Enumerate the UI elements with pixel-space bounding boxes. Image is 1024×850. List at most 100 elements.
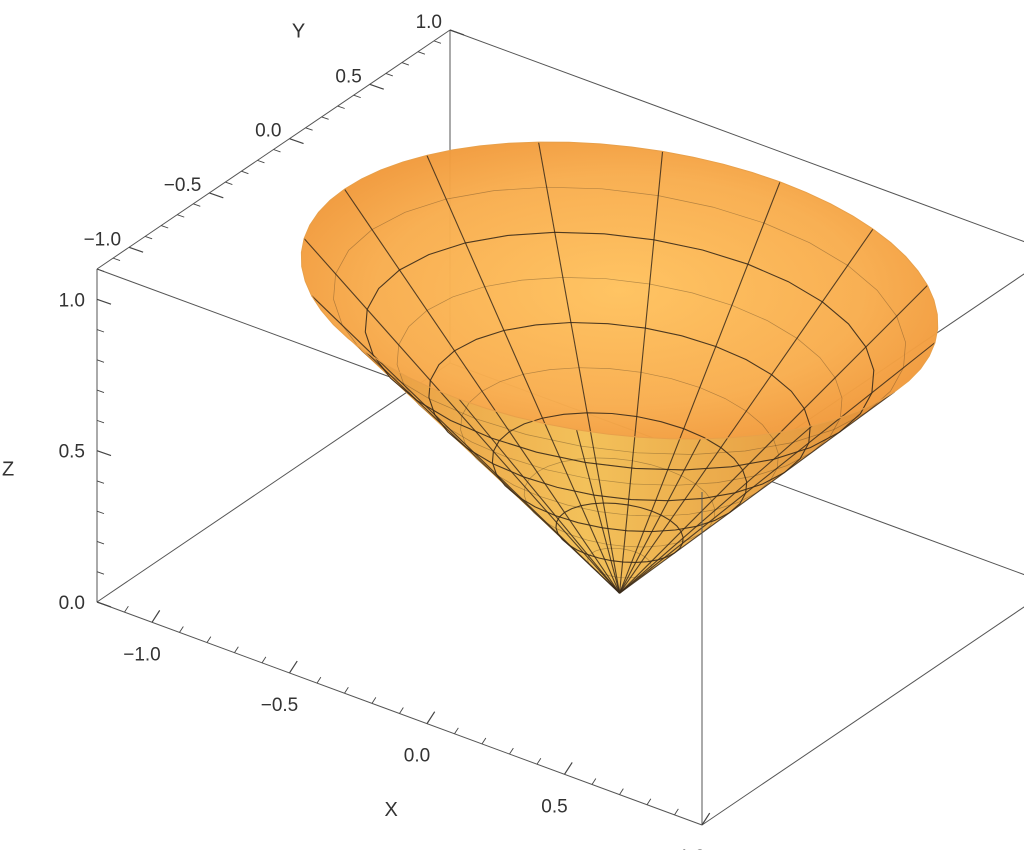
z-tick-label: 0.0 bbox=[59, 593, 85, 614]
minor-tick bbox=[399, 707, 404, 714]
axis-ticks bbox=[96, 29, 711, 826]
cone-surface bbox=[300, 141, 939, 594]
mesh-radial-line bbox=[426, 155, 621, 594]
mesh-ring bbox=[555, 502, 684, 563]
y-axis-label: Y bbox=[292, 21, 305, 43]
major-tick bbox=[701, 812, 711, 826]
minor-tick bbox=[177, 214, 185, 218]
mesh-ring-back bbox=[364, 231, 875, 471]
minor-tick bbox=[96, 329, 105, 333]
minor-tick bbox=[96, 268, 105, 272]
mesh-ring bbox=[491, 412, 748, 533]
minor-tick bbox=[619, 788, 624, 795]
minor-tick bbox=[257, 159, 265, 164]
mesh-radial-line bbox=[344, 188, 621, 594]
minor-tick bbox=[96, 510, 105, 515]
minor-tick bbox=[206, 636, 212, 643]
minor-tick bbox=[344, 687, 349, 694]
minor-tick bbox=[385, 73, 393, 77]
mesh-ring bbox=[428, 321, 811, 502]
major-tick bbox=[563, 762, 573, 775]
major-tick bbox=[151, 610, 161, 623]
mesh-ring-back bbox=[587, 547, 652, 579]
y-tick-label: 0.0 bbox=[255, 121, 281, 142]
x-tick-label: −0.5 bbox=[261, 695, 299, 716]
mesh-ring-back bbox=[428, 322, 811, 502]
x-tick-label: 0.0 bbox=[404, 746, 430, 767]
major-tick bbox=[96, 298, 112, 305]
cone-outer-side bbox=[333, 324, 895, 594]
minor-tick bbox=[417, 51, 426, 55]
major-tick bbox=[209, 192, 224, 199]
major-tick bbox=[96, 601, 112, 608]
mesh-ring-back bbox=[555, 502, 684, 563]
major-tick bbox=[369, 83, 384, 90]
major-tick bbox=[426, 711, 436, 724]
mesh-radial-line bbox=[303, 238, 620, 594]
minor-tick bbox=[241, 170, 249, 175]
mesh-radial-line bbox=[538, 141, 621, 594]
minor-tick bbox=[401, 62, 410, 66]
x-tick-label: −1.0 bbox=[123, 644, 161, 665]
minor-tick bbox=[674, 808, 679, 816]
x-tick-label: 1.0 bbox=[679, 847, 705, 850]
mesh-radial-line bbox=[458, 398, 620, 594]
z-axis-label: Z bbox=[2, 459, 14, 481]
minor-tick bbox=[234, 646, 239, 653]
y-tick-label: 0.5 bbox=[335, 66, 361, 87]
minor-tick bbox=[353, 94, 361, 99]
box-edge bbox=[701, 606, 1024, 826]
cone-interior bbox=[301, 142, 938, 439]
minor-tick bbox=[124, 605, 129, 613]
minor-tick bbox=[193, 203, 201, 207]
axis-tick-labels: −1.0 −0.5 0.0 0.5 1.0 −1.0 −0.5 0.0 0.5 1.0 0.0 0.5… bbox=[59, 12, 706, 850]
x-axis-label: X bbox=[385, 799, 398, 821]
major-tick bbox=[288, 660, 298, 674]
mesh-ring-back bbox=[492, 412, 748, 532]
minor-tick bbox=[337, 105, 345, 109]
minor-tick bbox=[96, 480, 105, 484]
mesh-radial-line bbox=[619, 181, 781, 594]
cone-rim-edge bbox=[300, 141, 939, 440]
mesh-radial-line bbox=[619, 342, 936, 594]
minor-tick bbox=[96, 359, 105, 363]
minor-tick bbox=[96, 571, 105, 575]
mesh-ring-back bbox=[396, 277, 843, 486]
y-tick-label: 1.0 bbox=[416, 12, 442, 33]
minor-tick bbox=[96, 389, 105, 393]
minor-tick bbox=[454, 727, 459, 735]
major-tick bbox=[128, 246, 144, 253]
minor-tick bbox=[509, 747, 514, 755]
minor-tick bbox=[536, 757, 542, 765]
major-tick bbox=[96, 450, 112, 457]
minor-tick bbox=[161, 225, 169, 229]
mesh-radial-line bbox=[365, 351, 620, 594]
z-tick-label: 1.0 bbox=[59, 290, 85, 311]
mesh-radial-line bbox=[619, 285, 928, 594]
mesh-radial-line bbox=[619, 228, 874, 594]
box-edge bbox=[96, 362, 451, 603]
minor-tick bbox=[225, 181, 233, 185]
minor-tick bbox=[273, 149, 281, 153]
z-tick-label: 0.5 bbox=[59, 442, 85, 463]
mesh-radial-line bbox=[619, 438, 702, 594]
major-tick bbox=[289, 138, 304, 145]
mesh-ring-back bbox=[460, 367, 779, 517]
mesh-radial-line bbox=[619, 425, 813, 594]
y-tick-label: −1.0 bbox=[84, 229, 122, 250]
mesh-radial-line bbox=[311, 295, 620, 594]
minor-tick bbox=[646, 798, 652, 805]
minor-tick bbox=[96, 419, 105, 424]
mesh-ring-back bbox=[333, 186, 906, 455]
minor-tick bbox=[371, 697, 377, 704]
box-edge bbox=[449, 29, 1024, 243]
mesh-radial-line bbox=[618, 151, 664, 594]
mesh-ring-back bbox=[523, 457, 716, 548]
minor-tick bbox=[591, 778, 597, 785]
mesh-radial-line bbox=[619, 391, 895, 594]
minor-tick bbox=[96, 541, 105, 545]
minor-tick bbox=[305, 127, 313, 131]
y-tick-label: −0.5 bbox=[164, 175, 202, 196]
x-tick-label: 0.5 bbox=[541, 796, 567, 817]
